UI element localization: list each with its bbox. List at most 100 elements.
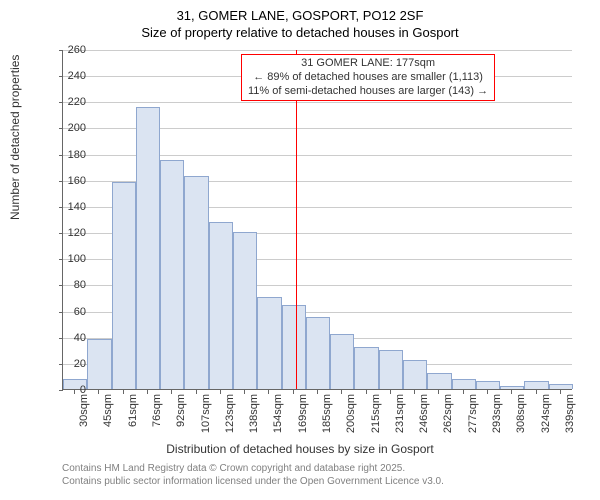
- histogram-bar: [524, 381, 548, 389]
- histogram-bar: [257, 297, 281, 389]
- xtick-mark: [414, 390, 415, 394]
- xtick-label: 324sqm: [540, 394, 552, 433]
- ytick-label: 260: [68, 44, 86, 56]
- xtick-label: 154sqm: [272, 394, 284, 433]
- xtick-mark: [196, 390, 197, 394]
- ytick-label: 220: [68, 96, 86, 108]
- xtick-mark: [536, 390, 537, 394]
- ytick-mark: [59, 233, 63, 234]
- ytick-label: 160: [68, 175, 86, 187]
- histogram-bar: [112, 182, 136, 389]
- xtick-mark: [366, 390, 367, 394]
- gridline: [63, 50, 572, 51]
- ytick-mark: [59, 285, 63, 286]
- xtick-mark: [341, 390, 342, 394]
- xtick-label: 107sqm: [200, 394, 212, 433]
- y-axis-label: Number of detached properties: [8, 55, 22, 220]
- histogram-bar: [282, 305, 306, 389]
- xtick-mark: [438, 390, 439, 394]
- xtick-label: 45sqm: [102, 394, 114, 427]
- chart-title: 31, GOMER LANE, GOSPORT, PO12 2SF Size o…: [0, 8, 600, 42]
- xtick-mark: [560, 390, 561, 394]
- xtick-mark: [390, 390, 391, 394]
- xtick-label: 308sqm: [515, 394, 527, 433]
- xtick-label: 339sqm: [564, 394, 576, 433]
- ytick-label: 180: [68, 149, 86, 161]
- histogram-bar: [379, 350, 403, 389]
- credits-line: Contains public sector information licen…: [62, 475, 444, 488]
- xtick-label: 185sqm: [321, 394, 333, 433]
- ytick-label: 20: [74, 358, 86, 370]
- ytick-mark: [59, 207, 63, 208]
- xtick-label: 169sqm: [297, 394, 309, 433]
- ytick-label: 40: [74, 332, 86, 344]
- histogram-bar: [233, 232, 257, 389]
- ytick-label: 80: [74, 279, 86, 291]
- annotation-line: 31 GOMER LANE: 177sqm: [248, 57, 488, 71]
- ytick-mark: [59, 390, 63, 391]
- xtick-mark: [487, 390, 488, 394]
- ytick-mark: [59, 76, 63, 77]
- xtick-mark: [268, 390, 269, 394]
- xtick-label: 293sqm: [491, 394, 503, 433]
- histogram-bar: [452, 379, 476, 389]
- credits: Contains HM Land Registry data © Crown c…: [62, 462, 444, 488]
- histogram-bar: [403, 360, 427, 389]
- histogram-bar: [136, 107, 160, 389]
- xtick-mark: [511, 390, 512, 394]
- xtick-label: 92sqm: [175, 394, 187, 427]
- histogram-bar: [209, 222, 233, 389]
- ytick-mark: [59, 338, 63, 339]
- xtick-mark: [123, 390, 124, 394]
- xtick-label: 215sqm: [370, 394, 382, 433]
- xtick-mark: [220, 390, 221, 394]
- annotation-line: ← 89% of detached houses are smaller (1,…: [248, 71, 488, 85]
- ytick-label: 200: [68, 122, 86, 134]
- histogram-bar: [549, 384, 573, 389]
- xtick-mark: [244, 390, 245, 394]
- ytick-mark: [59, 364, 63, 365]
- gridline: [63, 102, 572, 103]
- xtick-mark: [147, 390, 148, 394]
- ytick-label: 100: [68, 253, 86, 265]
- ytick-mark: [59, 181, 63, 182]
- histogram-bar: [427, 373, 451, 389]
- histogram-bar: [500, 386, 524, 389]
- title-line-1: 31, GOMER LANE, GOSPORT, PO12 2SF: [0, 8, 600, 25]
- xtick-label: 277sqm: [467, 394, 479, 433]
- ytick-label: 60: [74, 306, 86, 318]
- xtick-label: 262sqm: [442, 394, 454, 433]
- xtick-mark: [98, 390, 99, 394]
- ytick-mark: [59, 128, 63, 129]
- ytick-mark: [59, 312, 63, 313]
- ytick-mark: [59, 155, 63, 156]
- xtick-label: 123sqm: [224, 394, 236, 433]
- annotation-box: 31 GOMER LANE: 177sqm ← 89% of detached …: [241, 54, 495, 101]
- xtick-label: 30sqm: [78, 394, 90, 427]
- title-line-2: Size of property relative to detached ho…: [0, 25, 600, 42]
- xtick-label: 138sqm: [248, 394, 260, 433]
- plot-area: 31 GOMER LANE: 177sqm ← 89% of detached …: [62, 50, 572, 390]
- xtick-label: 200sqm: [345, 394, 357, 433]
- ytick-label: 240: [68, 70, 86, 82]
- histogram-bar: [160, 160, 184, 389]
- xtick-mark: [74, 390, 75, 394]
- xtick-label: 231sqm: [394, 394, 406, 433]
- histogram-bar: [330, 334, 354, 389]
- xtick-mark: [317, 390, 318, 394]
- histogram-bar: [184, 176, 208, 389]
- xtick-label: 61sqm: [127, 394, 139, 427]
- xtick-mark: [171, 390, 172, 394]
- histogram-bar: [354, 347, 378, 389]
- ytick-label: 140: [68, 201, 86, 213]
- x-axis-label: Distribution of detached houses by size …: [0, 442, 600, 456]
- ytick-mark: [59, 259, 63, 260]
- ytick-label: 120: [68, 227, 86, 239]
- xtick-mark: [463, 390, 464, 394]
- annotation-line: 11% of semi-detached houses are larger (…: [248, 85, 488, 99]
- histogram-bar: [306, 317, 330, 389]
- credits-line: Contains HM Land Registry data © Crown c…: [62, 462, 444, 475]
- chart-container: 31, GOMER LANE, GOSPORT, PO12 2SF Size o…: [0, 8, 600, 42]
- xtick-label: 76sqm: [151, 394, 163, 427]
- histogram-bar: [476, 381, 500, 389]
